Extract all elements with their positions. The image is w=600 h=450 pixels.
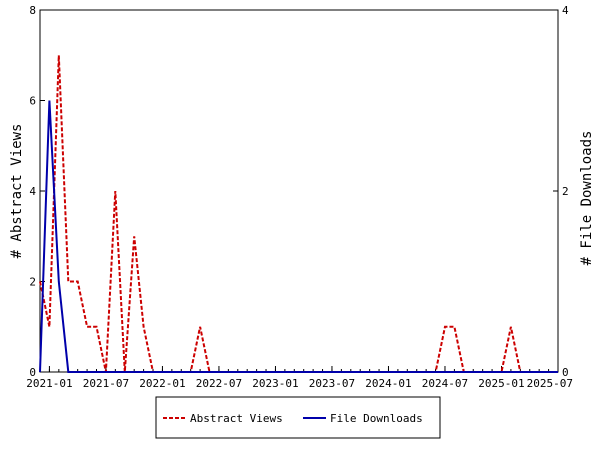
x-tick-label: 2022-07 [196,377,242,390]
y-left-tick-label: 2 [29,276,36,289]
x-tick-label: 2025-07 [527,377,573,390]
y-left-tick-label: 0 [29,366,36,379]
y-left-tick-label: 4 [29,185,36,198]
left-axis: 0 2 4 6 8 [29,4,45,379]
x-tick-label: 2021-01 [26,377,72,390]
y-right-axis-title: # File Downloads [579,131,595,266]
x-tick-label: 2023-01 [252,377,298,390]
y-right-tick-label: 0 [562,366,569,379]
legend-label-file-downloads: File Downloads [330,412,423,425]
x-tick-label: 2025-01 [478,377,524,390]
series-layer [39,55,559,373]
legend-label-abstract-views: Abstract Views [190,412,283,425]
x-tick-label: 2024-07 [422,377,468,390]
legend-box [155,396,441,439]
plot-area [39,9,559,373]
x-tick-label: 2022-01 [139,377,185,390]
y-left-tick-label: 6 [29,95,36,108]
x-tick-label: 2024-01 [365,377,411,390]
y-left-axis-title: # Abstract Views [9,124,25,259]
x-tick-label: 2023-07 [309,377,355,390]
legend: Abstract Views File Downloads [155,396,441,439]
x-tick-label: 2021-07 [83,377,129,390]
y-left-tick-label: 8 [29,4,36,17]
y-right-tick-label: 4 [562,4,569,17]
y-right-tick-label: 2 [562,185,569,198]
